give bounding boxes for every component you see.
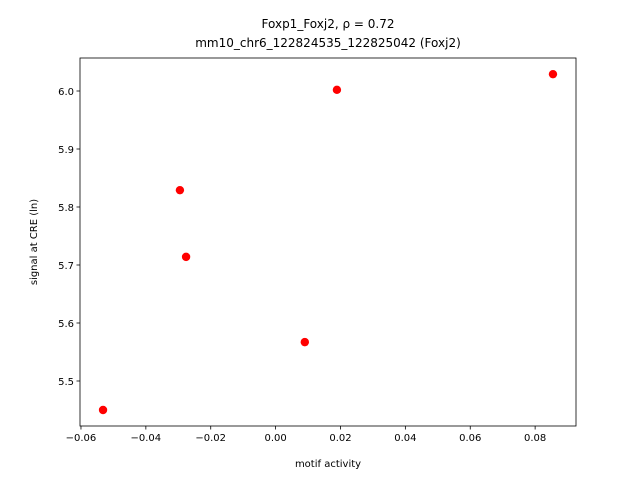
chart-subtitle: mm10_chr6_122824535_122825042 (Foxj2) (195, 36, 461, 50)
point (300, 337, 310, 347)
x-tick-label: 0.00 (264, 433, 286, 444)
y-tick-label: 5.5 (58, 377, 74, 388)
point (332, 85, 342, 95)
y-tick-label: 5.8 (58, 203, 74, 214)
x-axis-label: motif activity (295, 459, 361, 470)
point (548, 69, 558, 79)
x-tick-label: 0.08 (524, 433, 546, 444)
x-tick-label: 0.04 (394, 433, 416, 444)
plot-frame (79, 57, 577, 427)
chart-title: Foxp1_Foxj2, ρ = 0.72 (262, 17, 395, 31)
y-tick-label: 5.6 (58, 319, 74, 330)
x-tick-label: 0.06 (459, 433, 481, 444)
y-axis-label: signal at CRE (ln) (29, 199, 40, 285)
x-tick-label: −0.06 (66, 433, 97, 444)
x-tick-label: −0.02 (195, 433, 226, 444)
point (98, 405, 108, 415)
point (175, 185, 185, 195)
point (181, 252, 191, 262)
x-tick-label: −0.04 (131, 433, 162, 444)
y-tick-label: 5.7 (58, 261, 74, 272)
y-tick-label: 6.0 (58, 87, 74, 98)
y-tick-label: 5.9 (58, 145, 74, 156)
x-tick-label: 0.02 (329, 433, 351, 444)
